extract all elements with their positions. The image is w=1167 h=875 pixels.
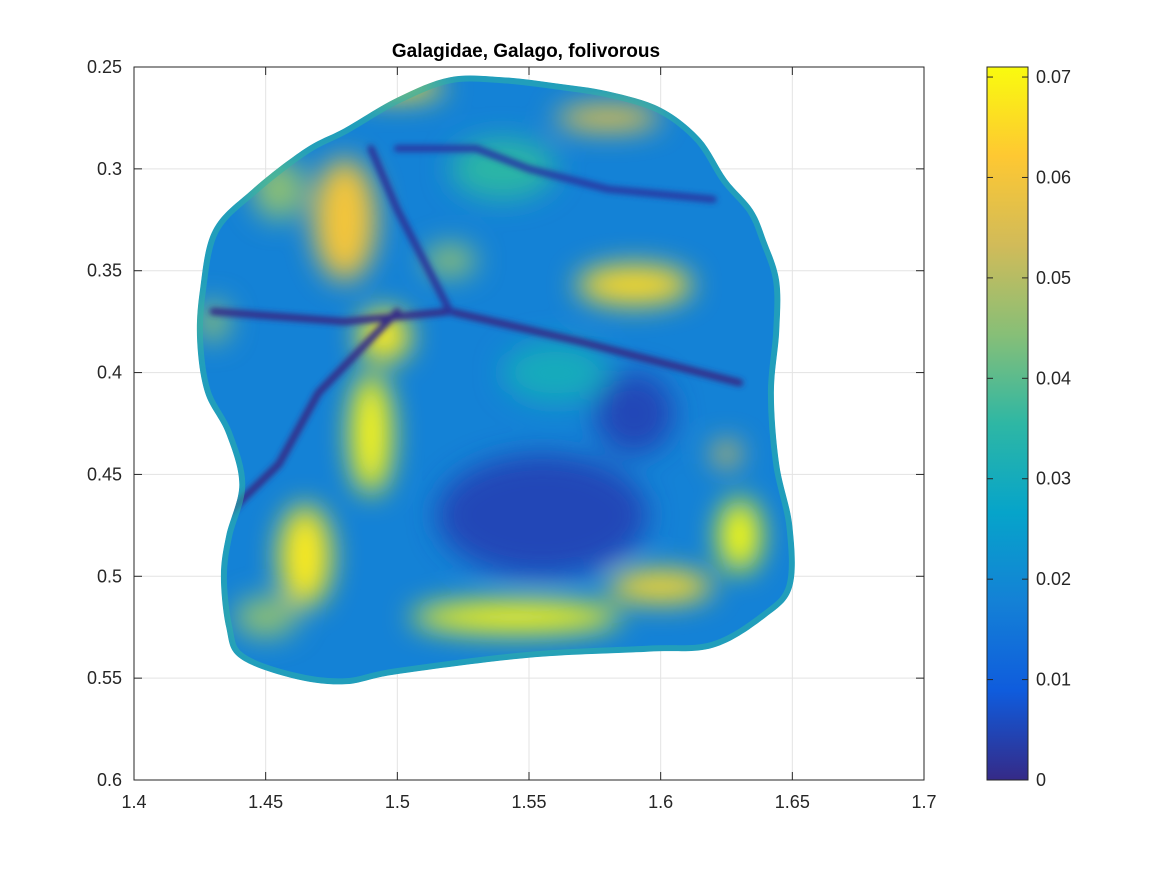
surface-value-region xyxy=(718,498,761,573)
y-tick-label: 0.3 xyxy=(97,159,122,179)
surface-value-region xyxy=(502,342,608,404)
surface-value-region xyxy=(713,441,740,467)
surface-value-region xyxy=(278,504,332,607)
y-tick-label: 0.55 xyxy=(87,668,122,688)
surface-ridge xyxy=(393,145,717,203)
x-tick-label: 1.5 xyxy=(385,792,410,812)
surface-value-region xyxy=(349,372,393,495)
colorbar xyxy=(987,67,1028,780)
colorbar-tick-label: 0.02 xyxy=(1036,569,1071,589)
y-tick-label: 0.45 xyxy=(87,464,122,484)
colorbar-tick-label: 0.06 xyxy=(1036,167,1071,187)
surface-heatmap xyxy=(196,75,795,685)
colorbar-tick-label: 0.05 xyxy=(1036,268,1071,288)
colorbar-tick-label: 0.07 xyxy=(1036,67,1071,87)
y-tick-label: 0.4 xyxy=(97,363,122,383)
surface-ridge xyxy=(222,308,401,519)
surface-value-region xyxy=(576,264,693,306)
surface-value-region xyxy=(555,105,661,131)
y-tick-label: 0.6 xyxy=(97,770,122,790)
colorbar-tick-label: 0.01 xyxy=(1036,670,1071,690)
surface-value-region xyxy=(436,454,648,577)
surface-value-region xyxy=(423,244,477,277)
x-tick-label: 1.55 xyxy=(511,792,546,812)
y-tick-label: 0.25 xyxy=(87,57,122,77)
surface-value-region xyxy=(234,596,298,638)
surface-value-region xyxy=(410,600,622,634)
surface-value-region xyxy=(313,158,377,281)
x-axis-ticks: 1.4 1.45 1.5 1.55 1.6 1.65 1.7 xyxy=(121,67,937,812)
colorbar-ticks: 0 0.01 0.02 0.03 0.04 0.05 0.06 0.07 xyxy=(987,67,1071,790)
colorbar-tick-label: 0.03 xyxy=(1036,469,1071,489)
colorbar-tick-label: 0 xyxy=(1036,770,1046,790)
surface-value-region xyxy=(450,138,556,200)
surface-ridge-lines xyxy=(209,145,744,519)
y-tick-label: 0.5 xyxy=(97,566,122,586)
x-tick-label: 1.45 xyxy=(248,792,283,812)
x-tick-label: 1.7 xyxy=(911,792,936,812)
surface-ridge xyxy=(367,145,454,315)
y-axis-ticks: 0.25 0.3 0.35 0.4 0.45 0.5 0.55 0.6 xyxy=(87,57,924,790)
surface-rim xyxy=(196,75,795,685)
chart-title: Galagidae, Galago, folivorous xyxy=(392,41,660,62)
y-tick-label: 0.35 xyxy=(87,261,122,281)
x-tick-label: 1.6 xyxy=(648,792,673,812)
surface-value-region xyxy=(357,309,411,363)
colorbar-tick-label: 0.04 xyxy=(1036,368,1071,388)
x-tick-label: 1.4 xyxy=(121,792,146,812)
x-tick-label: 1.65 xyxy=(775,792,810,812)
surface-value-region xyxy=(594,372,674,455)
surface-value-region xyxy=(608,570,714,603)
colorbar-frame xyxy=(986,66,1029,781)
